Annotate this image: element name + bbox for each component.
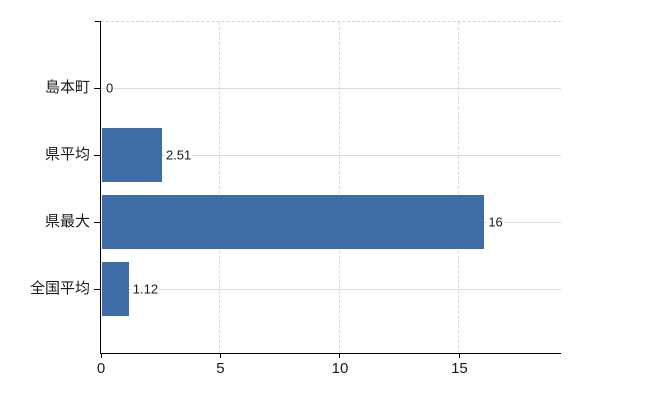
bar xyxy=(102,262,129,316)
bar-value-label: 0 xyxy=(105,80,115,96)
category-label: 全国平均 xyxy=(29,280,90,297)
plot-area: 0 5 10 15 0 2.51 16 1.12 xyxy=(94,21,561,376)
x-axis-tick-label: 15 xyxy=(451,360,468,377)
horizontal-gridline xyxy=(101,289,561,290)
vertical-gridline xyxy=(458,22,460,353)
bar-value-label: 1.12 xyxy=(131,281,160,297)
category-label: 県平均 xyxy=(44,146,90,163)
category-axis-labels: 島本町県平均県最大全国平均 xyxy=(0,22,100,353)
bar-value-label: 2.51 xyxy=(164,147,193,163)
x-axis-tick-label: 5 xyxy=(216,360,225,377)
bar xyxy=(102,128,162,182)
bar-value-label: 16 xyxy=(487,214,504,230)
horizontal-gridline xyxy=(101,155,561,156)
x-axis-tick xyxy=(100,353,102,358)
bar xyxy=(102,195,485,249)
category-label: 県最大 xyxy=(44,213,90,230)
y-axis-tick xyxy=(94,88,101,89)
y-axis-tick xyxy=(94,222,101,223)
horizontal-gridline xyxy=(101,88,561,89)
vertical-gridline xyxy=(219,22,221,353)
x-axis-tick-label: 0 xyxy=(96,360,106,377)
vertical-gridline xyxy=(338,22,340,353)
y-axis-tick xyxy=(94,155,101,156)
x-axis-tick-label: 10 xyxy=(331,360,349,377)
category-label: 島本町 xyxy=(44,79,90,96)
x-axis-tick xyxy=(458,353,460,358)
x-axis-tick xyxy=(339,353,341,358)
x-axis-tick xyxy=(219,353,221,358)
plot-top-dashed-border xyxy=(101,21,561,22)
y-axis-boundary-tick xyxy=(95,21,101,22)
y-axis-tick xyxy=(94,289,101,290)
